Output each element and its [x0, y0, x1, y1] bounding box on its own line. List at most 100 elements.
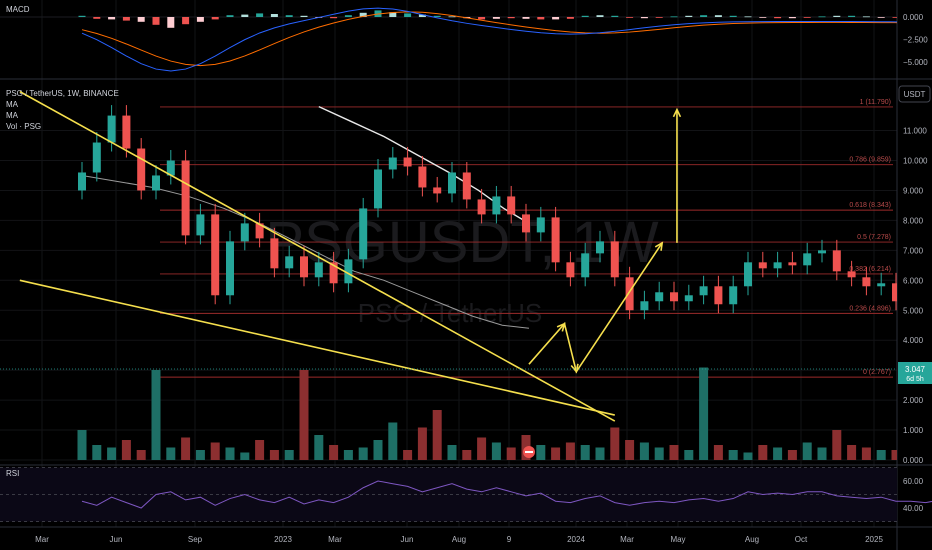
ma-legend-2[interactable]: MA	[6, 111, 19, 120]
volume-legend[interactable]: Vol · PSG	[6, 122, 41, 131]
candle-body	[477, 199, 486, 215]
volume-bar	[432, 410, 442, 460]
volume-bar	[166, 447, 176, 460]
macd-histogram-bar	[537, 17, 545, 20]
candle-body	[462, 172, 471, 200]
candle-body	[907, 301, 915, 304]
time-axis-tick: Mar	[35, 535, 49, 544]
symbol-title[interactable]: PSG / TetherUS, 1W, BINANCE	[6, 89, 119, 98]
volume-indicator-icon[interactable]	[523, 446, 535, 458]
macd-histogram-bar	[862, 16, 870, 18]
currency-badge[interactable]: USDT	[898, 85, 931, 103]
candlesticks[interactable]	[78, 105, 932, 382]
fib-level-label: 0.236 (4.896)	[849, 305, 891, 312]
candle-body	[714, 286, 723, 305]
candle-body	[892, 283, 897, 302]
macd-histogram-bar	[803, 17, 811, 18]
candle-body	[418, 166, 427, 188]
ma-fast-line	[81, 174, 530, 329]
macd-histogram-bar	[848, 15, 856, 17]
price-axis-tick: 1.000	[903, 426, 924, 435]
fib-level-label: 0.382 (6.214)	[849, 266, 891, 273]
ma-legend-1[interactable]: MA	[6, 100, 19, 109]
macd-histogram-bar	[685, 15, 693, 17]
price-axis[interactable]: 11.000 10.000 9.000 8.000 7.000 6.000 5.000 4.0…	[903, 127, 928, 465]
candle-body	[166, 160, 175, 176]
volume-bar	[343, 450, 353, 460]
trendline-upper	[19, 90, 616, 422]
macd-histogram-bar	[137, 17, 145, 22]
macd-histogram-bar	[892, 17, 897, 18]
rsi-pane[interactable]	[0, 467, 932, 522]
volume-bar	[77, 430, 87, 460]
volume-bar	[595, 447, 605, 460]
candle-body	[181, 160, 190, 236]
volume-bar	[92, 445, 102, 460]
candle-body	[744, 262, 752, 287]
macd-histogram-bar	[78, 15, 86, 17]
macd-histogram-bar	[507, 17, 515, 19]
macd-pane[interactable]	[0, 7, 932, 72]
time-axis-tick: Oct	[795, 535, 808, 544]
volume-bar	[787, 450, 797, 460]
rsi-axis-tick: 60.00	[903, 477, 924, 486]
candle-body	[566, 262, 575, 278]
volume-bar	[195, 450, 205, 460]
volume-bar	[728, 450, 738, 460]
trendlines[interactable]	[19, 90, 682, 422]
volume-bar	[477, 437, 487, 460]
fibonacci-retracement[interactable]: 1 (11.790) 0.786 (9.859) 0.618 (8.343) 0.5 …	[160, 99, 893, 378]
candle-body	[492, 196, 501, 215]
volume-bar	[329, 445, 339, 460]
macd-histogram-bar	[285, 15, 293, 17]
macd-histogram-bar	[330, 17, 338, 19]
candle-body	[655, 292, 664, 302]
candle-body	[78, 172, 86, 191]
macd-histogram-bar	[744, 16, 752, 18]
volume-bar	[891, 450, 897, 460]
macd-label[interactable]: MACD	[6, 5, 30, 14]
candle-body	[314, 262, 323, 278]
volume-bar	[388, 422, 398, 460]
candle-body	[758, 262, 767, 269]
candle-body	[625, 277, 634, 311]
macd-line	[81, 7, 897, 72]
rsi-axis-tick: 40.00	[903, 504, 924, 513]
time-axis[interactable]: Mar Jun Sep 2023 Mar Jun Aug 9 2024 Mar May Aug Oct 2…	[35, 535, 883, 544]
volume-bar	[358, 447, 368, 460]
macd-histogram-bar	[833, 15, 841, 17]
rsi-label[interactable]: RSI	[6, 469, 19, 478]
time-axis-tick: Aug	[452, 535, 466, 544]
arrowhead	[556, 322, 566, 332]
time-axis-tick: Sep	[188, 535, 203, 544]
macd-histogram-bar	[270, 14, 278, 17]
volume-bar	[536, 445, 546, 460]
macd-histogram-bar	[256, 13, 264, 17]
price-axis-tick: 6.000	[903, 276, 924, 285]
macd-histogram-bar	[714, 15, 722, 17]
candle-body	[196, 214, 205, 236]
price-axis-tick: 0.000	[903, 456, 924, 465]
rsi-band	[0, 467, 897, 522]
volume-bar	[625, 440, 635, 460]
macd-histogram-bar	[93, 17, 101, 19]
macd-histogram-bar	[877, 17, 885, 18]
macd-histogram-bar	[774, 17, 782, 19]
candle-body	[137, 148, 146, 191]
volume-bar	[876, 450, 886, 460]
candle-body	[344, 259, 353, 284]
candle-body	[581, 253, 590, 278]
candle-body	[270, 238, 279, 269]
volume-bar	[447, 445, 457, 460]
price-axis-tick: 10.000	[903, 157, 928, 166]
macd-histogram-bar	[670, 16, 678, 18]
volume-bar	[610, 427, 620, 460]
macd-histogram-bar	[241, 14, 249, 17]
candle-body	[522, 214, 530, 233]
volume-bar	[225, 447, 235, 460]
volume-bar	[743, 452, 753, 460]
volume-bar	[506, 447, 516, 460]
macd-histogram-bar	[596, 15, 604, 17]
macd-histogram-bar	[729, 15, 737, 17]
